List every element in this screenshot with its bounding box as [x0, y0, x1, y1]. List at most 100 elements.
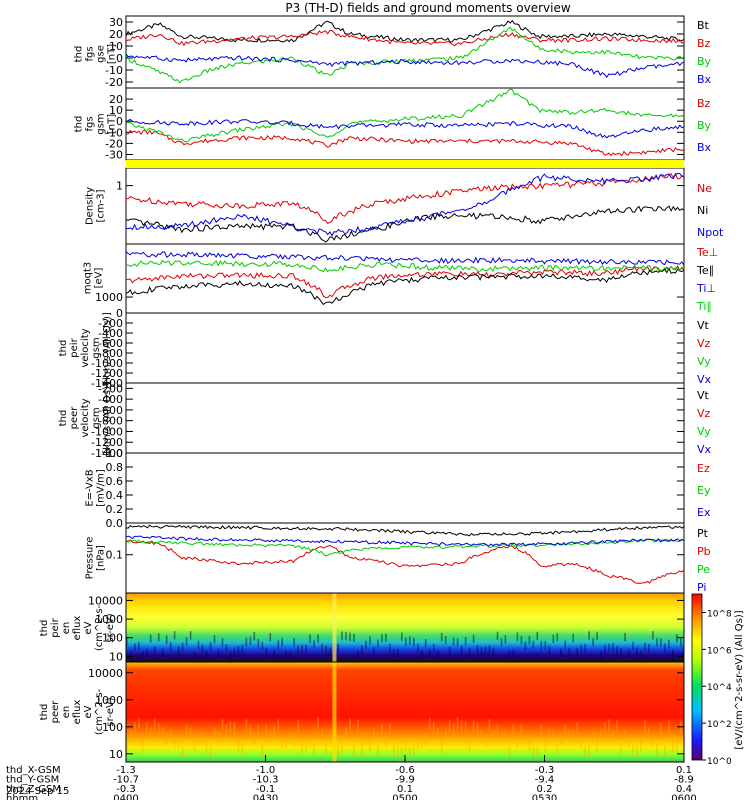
spectrogram-streak — [161, 648, 164, 657]
spectrogram-streak — [401, 746, 403, 759]
spectrogram-streak — [161, 727, 164, 739]
spectrogram-streak — [656, 743, 658, 756]
x-tick-label: -9.4 — [535, 775, 555, 786]
legend-Bx: Bx — [697, 141, 712, 154]
spectrogram-streak — [201, 731, 204, 744]
spectrogram-streak — [373, 647, 375, 656]
series-line-By — [125, 26, 685, 84]
colorbar-tick-label: 10^0 — [707, 757, 732, 767]
spectrogram-streak — [321, 728, 323, 741]
spectrogram-streak — [440, 632, 443, 642]
y-axis-label-line: peir — [69, 337, 80, 357]
x-tick-label: -0.1 — [256, 784, 276, 795]
y-tick-label: 10 — [109, 748, 123, 761]
spectrogram-streak — [285, 737, 287, 750]
spectrogram-streak — [153, 646, 156, 655]
spectrogram-streak — [265, 724, 268, 737]
spectrogram-streak — [452, 723, 455, 736]
spectrogram-streak — [369, 738, 371, 751]
y-axis-label-line: en — [61, 706, 72, 719]
y-axis-label-line: peer — [50, 700, 61, 724]
spectrogram-streak — [664, 745, 666, 758]
spectrogram-streak — [253, 632, 256, 641]
spectrogram-streak — [628, 649, 630, 658]
panel-peer-en-eflux: 10000 1000 100 10 thdpeerenefluxeV(cm^2-s-sr… — [39, 661, 685, 763]
spectrogram-streak — [417, 737, 419, 750]
panel-density: 1 Density[cm-3] Ne Ni Npot — [85, 167, 724, 245]
spectrogram-streak — [209, 746, 212, 759]
series-line-Ti∥ — [125, 259, 685, 273]
spectrogram-streak — [365, 732, 367, 745]
spectrogram-streak — [616, 720, 618, 733]
y-tick-label: -10 — [105, 126, 123, 139]
spectrogram-streak — [189, 631, 192, 640]
legend-Vy: Vy — [697, 355, 711, 368]
y-axis-label-line: eflux — [72, 616, 83, 641]
x-tick-label: 0.4 — [676, 784, 692, 795]
legend-By: By — [697, 55, 712, 68]
y-tick-label: -1000 — [91, 357, 123, 370]
spectrogram-streak — [516, 735, 519, 748]
spectrogram-streak — [233, 648, 236, 658]
spectrogram-streak — [205, 651, 208, 660]
y-tick-label: -800 — [98, 347, 123, 360]
spectrogram-streak — [193, 738, 196, 751]
spectrogram-streak — [269, 633, 272, 642]
spectrogram-peir-en-eflux — [126, 593, 684, 662]
spectrogram-streak — [440, 740, 443, 753]
spectrogram-streak — [548, 728, 551, 741]
x-tick-label: 0600 — [671, 794, 696, 800]
spectrogram-streak — [628, 735, 630, 748]
spectrogram-streak — [428, 649, 431, 658]
spectrogram-streak — [532, 640, 535, 649]
legend-Bt: Bt — [697, 19, 710, 32]
spectrogram-streak — [173, 736, 176, 749]
y-tick-label: -800 — [98, 415, 123, 428]
legend-Pb: Pb — [697, 545, 711, 558]
x-tick-label: 0.1 — [397, 784, 413, 795]
spectrogram-streak — [273, 725, 276, 738]
spectrogram-streak — [341, 741, 343, 754]
spectrogram-streak — [424, 639, 427, 648]
spectrogram-streak — [564, 724, 566, 737]
spectrogram-streak — [165, 635, 168, 644]
spectrogram-streak — [126, 742, 128, 755]
spectrogram-streak — [301, 740, 303, 753]
spectrogram-streak — [652, 631, 654, 640]
spectrogram-streak — [409, 636, 411, 645]
spectrogram-streak — [153, 718, 156, 731]
series-line-Te∥ — [125, 267, 685, 306]
spectrogram-streak — [612, 730, 614, 743]
spectrogram-streak — [432, 643, 435, 652]
spectrogram-streak — [492, 647, 495, 656]
spectrogram-streak — [353, 633, 355, 642]
spectrogram-streak — [544, 641, 547, 650]
spectrogram-streak — [460, 645, 463, 654]
spectrogram-streak — [138, 717, 140, 730]
series-line-Pt — [125, 524, 685, 537]
y-axis-label-line: sr-eV) — [105, 697, 116, 726]
spectrogram-streak — [377, 639, 379, 648]
spectrogram-streak — [496, 631, 499, 640]
y-axis-label: thdfgsgsm[nT] — [74, 113, 118, 134]
y-tick-label: -600 — [98, 337, 123, 350]
y-axis-label-line: velocity — [80, 398, 91, 437]
spectrogram-streak — [568, 728, 570, 741]
spectrogram-streak — [640, 739, 642, 752]
x-tick-label: -0.3 — [535, 765, 555, 776]
spectrogram-streak — [476, 723, 479, 736]
panel-frame — [125, 452, 685, 524]
y-tick-label: 0.0 — [106, 517, 124, 530]
series-line-Bx — [125, 118, 685, 139]
y-tick-label: -10 — [105, 64, 123, 77]
spectrogram-streak — [273, 650, 276, 659]
legend-Vt: Vt — [697, 319, 710, 332]
spectrogram-streak — [281, 737, 283, 750]
spectrogram-streak — [668, 720, 670, 733]
spectrogram-streak — [572, 633, 574, 642]
spectrogram-streak — [648, 727, 650, 740]
x-tick-label: -9.9 — [395, 775, 415, 786]
y-axis-label-line: (cm^2-s- — [94, 688, 105, 735]
